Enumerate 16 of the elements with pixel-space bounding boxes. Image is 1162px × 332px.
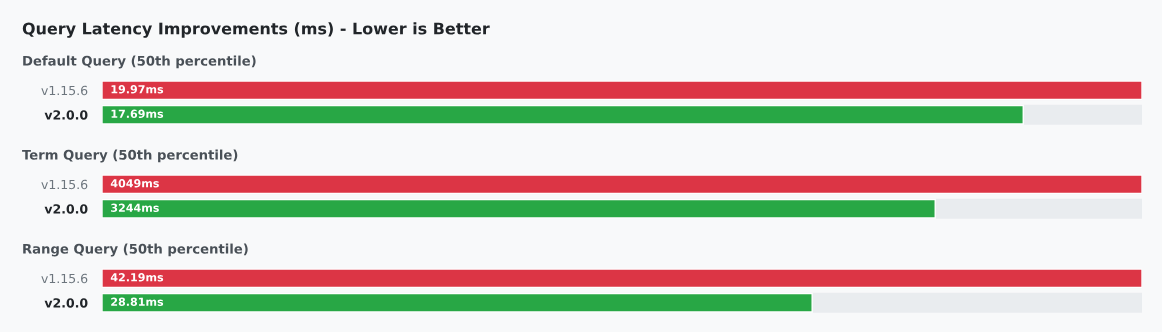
data-label: 42.19ms xyxy=(110,273,164,282)
data-label: 3244ms xyxy=(111,203,159,212)
y-tick-label: v1.15.6 xyxy=(41,85,88,96)
chart-title: Query Latency Improvements (ms) - Lower is Better xyxy=(22,22,490,38)
y-tick-label: v2.0.0 xyxy=(44,204,88,214)
y-tick-label: v1.15.6 xyxy=(41,179,88,190)
y-tick-label: v2.0.0 xyxy=(44,298,88,308)
data-label: 17.69ms xyxy=(111,109,164,118)
y-tick-label: v2.0.0 xyxy=(44,110,88,120)
chart-subtitle: Default Query (50th percentile) xyxy=(23,55,256,69)
y-tick-label: v1.15.6 xyxy=(41,273,88,284)
data-label: 19.97ms xyxy=(111,85,164,94)
chart-subtitle: Range Query (50th percentile) xyxy=(23,243,248,257)
data-label: 4049ms xyxy=(110,179,159,188)
chart-subtitle: Term Query (50th percentile) xyxy=(22,149,238,163)
data-label: 28.81ms xyxy=(111,297,164,306)
